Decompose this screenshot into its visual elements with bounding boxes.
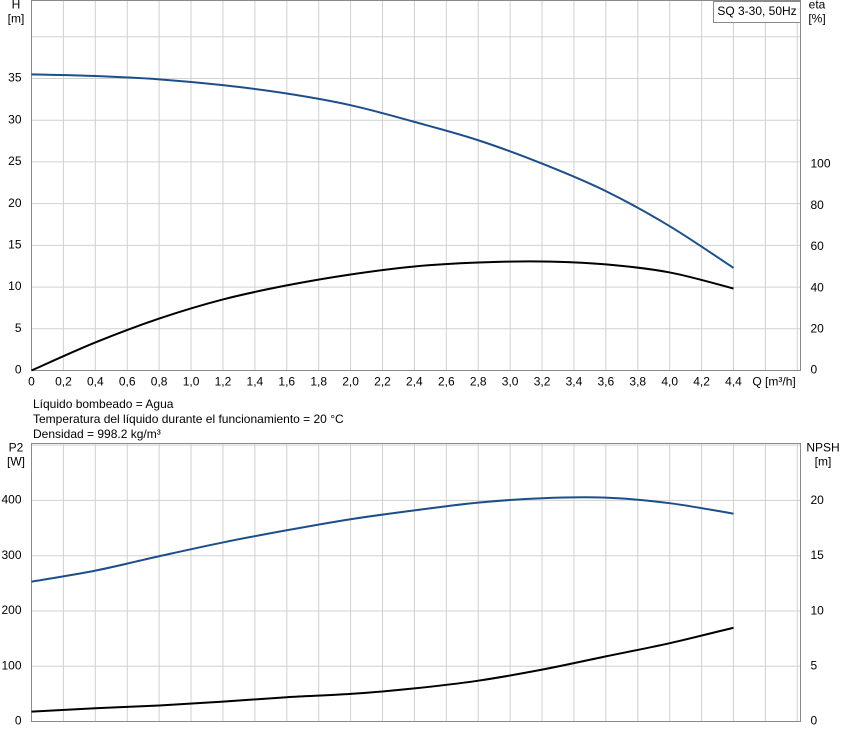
- y-tick-label: 100: [1, 658, 21, 672]
- x-tick-label: 3,4: [566, 375, 583, 389]
- x-tick-label: 0,6: [119, 375, 136, 389]
- grid: [31, 0, 801, 371]
- y2-tick-label: 40: [811, 280, 825, 294]
- x-tick-label: 2,0: [342, 375, 359, 389]
- product-label-box: [713, 1, 801, 23]
- x-tick-label: 2,4: [406, 375, 423, 389]
- y-tick-label: 20: [8, 196, 22, 210]
- series-line: [31, 496, 734, 583]
- plot-frame: [31, 0, 801, 371]
- y2-axis-label: eta: [809, 0, 826, 12]
- x-tick-label: 0,2: [55, 375, 72, 389]
- x-tick-label: 4,2: [693, 375, 710, 389]
- x-tick-label: 1,4: [247, 375, 264, 389]
- y-axis-unit: [W]: [7, 455, 25, 469]
- y2-tick-label: 60: [811, 239, 825, 253]
- x-tick-label: 1,2: [215, 375, 232, 389]
- y2-tick-label: 100: [811, 157, 831, 171]
- y2-tick-label: 20: [811, 493, 825, 507]
- x-tick-label: 3,2: [534, 375, 551, 389]
- y2-tick-label: 20: [811, 321, 825, 335]
- y2-axis-unit: [m]: [815, 455, 832, 469]
- y-tick-label: 0: [15, 714, 22, 728]
- x-tick-label: 4,0: [661, 375, 678, 389]
- x-tick-label: 0,8: [151, 375, 168, 389]
- grid: [31, 443, 801, 722]
- y-axis-label: H: [12, 0, 21, 12]
- x-tick-label: 2,6: [438, 375, 455, 389]
- y2-tick-label: 80: [811, 198, 825, 212]
- y2-tick-label: 0: [811, 714, 818, 728]
- y-tick-label: 400: [1, 493, 21, 507]
- x-tick-label: 0,4: [87, 375, 104, 389]
- y-tick-label: 300: [1, 548, 21, 562]
- series-line: [31, 626, 734, 713]
- x-axis-label: Q [m³/h]: [752, 375, 795, 389]
- series-line: [31, 260, 734, 372]
- y-tick-label: 0: [15, 363, 22, 377]
- x-tick-label: 3,6: [598, 375, 615, 389]
- y2-tick-label: 10: [811, 603, 825, 617]
- x-tick-label: 2,8: [470, 375, 487, 389]
- x-tick-label: 1,6: [278, 375, 295, 389]
- x-tick-label: 3,8: [629, 375, 646, 389]
- annotation: Líquido bombeado = Agua: [33, 397, 174, 411]
- y-axis-unit: [m]: [8, 12, 25, 26]
- y2-tick-label: 0: [811, 363, 818, 377]
- y2-tick-label: 5: [811, 659, 818, 673]
- y-tick-label: 15: [8, 238, 22, 252]
- y2-axis-label: NPSH: [806, 441, 839, 455]
- y2-tick-label: 15: [811, 548, 825, 562]
- x-tick-label: 1,0: [183, 375, 200, 389]
- series-line: [31, 73, 735, 269]
- y-tick-label: 200: [1, 603, 21, 617]
- product-label: SQ 3-30, 50Hz: [717, 4, 796, 18]
- x-tick-label: 1,8: [310, 375, 327, 389]
- annotation: Densidad = 998.2 kg/m³: [33, 427, 161, 441]
- x-tick-label: 2,2: [374, 375, 391, 389]
- y-tick-label: 5: [15, 321, 22, 335]
- y-axis-label: P2: [9, 441, 24, 455]
- annotation: Temperatura del líquido durante el funci…: [33, 412, 344, 426]
- y-tick-label: 35: [8, 71, 22, 85]
- y-tick-label: 30: [8, 112, 22, 126]
- x-tick-label: 4,4: [725, 375, 742, 389]
- y2-axis-unit: [%]: [808, 12, 825, 26]
- x-tick-label: 0: [28, 375, 35, 389]
- y-tick-label: 25: [8, 154, 22, 168]
- plot-frame: [31, 443, 801, 722]
- y-tick-label: 10: [8, 279, 22, 293]
- x-tick-label: 3,0: [502, 375, 519, 389]
